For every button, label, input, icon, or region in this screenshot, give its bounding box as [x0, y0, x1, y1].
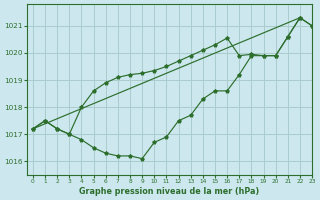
- X-axis label: Graphe pression niveau de la mer (hPa): Graphe pression niveau de la mer (hPa): [79, 187, 260, 196]
